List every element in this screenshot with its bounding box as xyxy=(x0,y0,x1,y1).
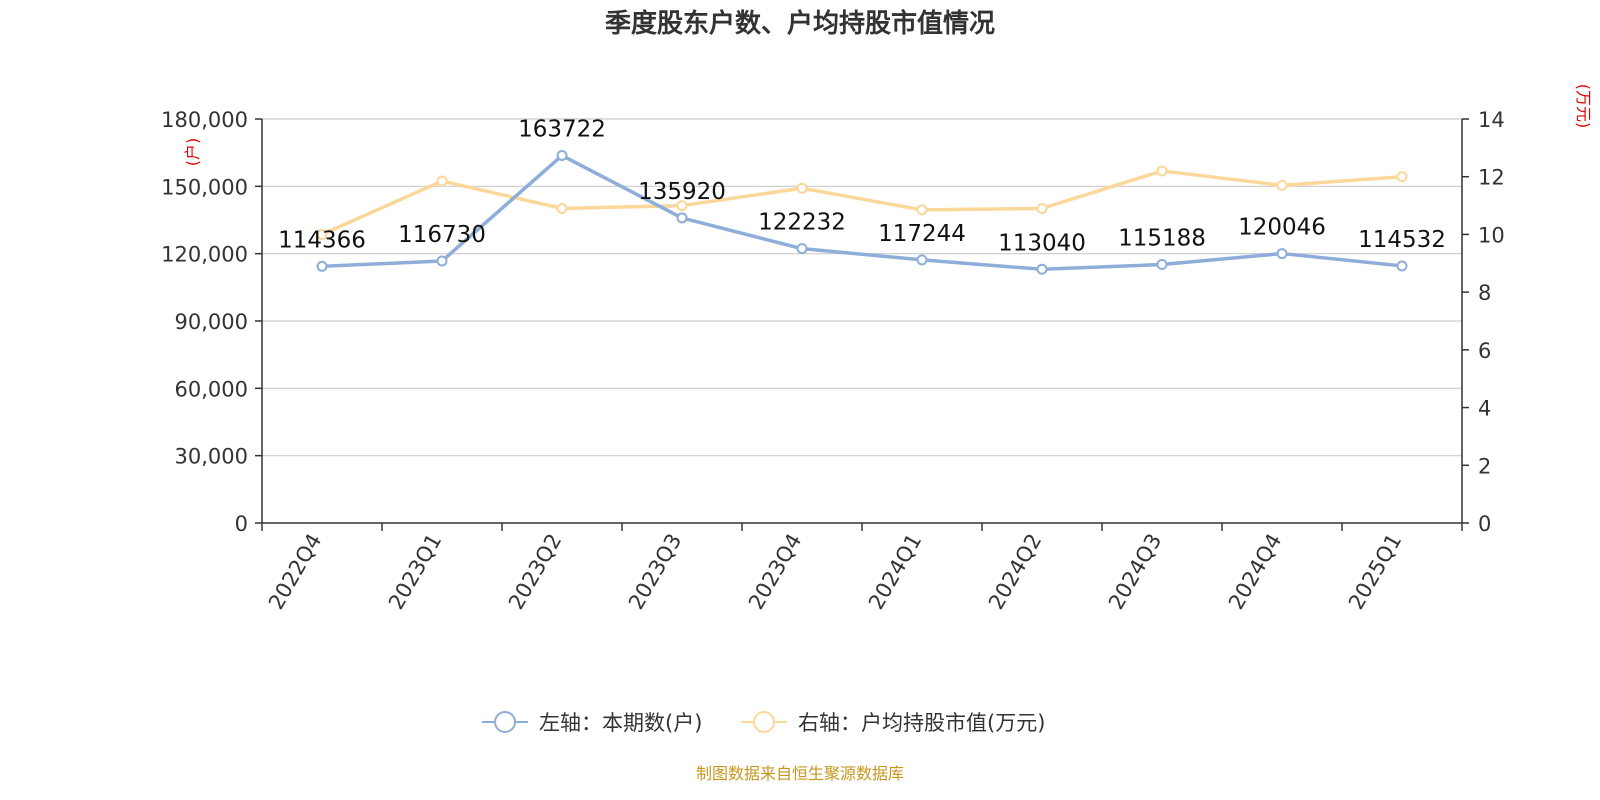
right-axis-tick-label: 10 xyxy=(1478,223,1505,247)
series-point-right xyxy=(1156,165,1168,177)
left-axis-tick-label: 30,000 xyxy=(175,445,248,469)
right-axis-tick-label: 0 xyxy=(1478,512,1491,536)
right-axis-tick-label: 4 xyxy=(1478,397,1491,421)
left-axis-tick-label: 120,000 xyxy=(161,243,248,267)
x-axis-tick-label: 2023Q3 xyxy=(624,530,686,614)
series-point-left xyxy=(1036,263,1048,275)
right-axis-tick-label: 6 xyxy=(1478,339,1491,363)
left-axis-tick-label: 90,000 xyxy=(175,310,248,334)
series-point-left xyxy=(556,150,568,162)
left-axis-tick-label: 0 xyxy=(235,512,248,536)
series-point-left xyxy=(796,243,808,255)
legend-label: 左轴：本期数(户) xyxy=(539,711,702,735)
series-point-left xyxy=(1396,260,1408,272)
series-point-right xyxy=(1396,171,1408,183)
x-axis-tick-label: 2022Q4 xyxy=(264,530,326,614)
series-line-left xyxy=(321,153,1403,272)
grid-layer xyxy=(262,118,1462,457)
series-point-left xyxy=(916,254,928,266)
x-axis-tick-label: 2024Q3 xyxy=(1104,530,1166,614)
right-axis-tick-label: 2 xyxy=(1478,454,1491,478)
data-label: 115188 xyxy=(1118,225,1206,251)
left-axis-unit: (户) xyxy=(183,138,202,167)
series-point-left xyxy=(1156,258,1168,270)
series-point-right xyxy=(796,182,808,194)
right-axis-tick-label: 14 xyxy=(1478,108,1505,132)
x-axis-tick-label: 2024Q2 xyxy=(984,530,1046,614)
series-point-right xyxy=(676,200,688,212)
series-point-right xyxy=(436,175,448,187)
x-axis-tick-label: 2023Q2 xyxy=(504,530,566,614)
legend-swatch-marker xyxy=(753,711,775,733)
series-point-left xyxy=(316,260,328,272)
data-label: 117244 xyxy=(878,221,966,247)
series-point-right xyxy=(1036,202,1048,214)
data-label: 120046 xyxy=(1238,215,1326,241)
data-label: 114532 xyxy=(1358,227,1446,253)
series-point-right xyxy=(556,202,568,214)
series-point-right xyxy=(316,228,328,240)
left-axis-tick-label: 180,000 xyxy=(161,108,248,132)
series-layer xyxy=(316,150,1408,275)
right-axis-tick-label: 12 xyxy=(1478,166,1505,190)
left-axis-tick-label: 150,000 xyxy=(161,175,248,199)
data-label: 114366 xyxy=(278,227,366,253)
data-label-layer: 114366 116730 163722 135920 122232 117244 1130… xyxy=(278,117,1446,257)
source-note: 制图数据来自恒生聚源数据库 xyxy=(696,764,904,783)
x-axis-tick-label: 2025Q1 xyxy=(1344,530,1406,614)
right-axis-tick-label: 8 xyxy=(1478,281,1491,305)
data-label: 116730 xyxy=(398,222,486,248)
series-point-left xyxy=(1276,248,1288,260)
data-label: 122232 xyxy=(758,210,846,236)
series-point-right xyxy=(916,204,928,216)
series-line-right xyxy=(321,169,1403,237)
legend-swatch-marker xyxy=(494,711,516,733)
series-point-left xyxy=(676,212,688,224)
x-axis-tick-label: 2023Q1 xyxy=(384,530,446,614)
right-axis-unit: (万元) xyxy=(1574,84,1593,129)
legend[interactable]: 左轴：本期数(户) 右轴：户均持股市值(万元) xyxy=(482,711,1045,735)
series-point-left xyxy=(436,255,448,267)
x-axis-tick-label: 2024Q1 xyxy=(864,530,926,614)
series-point-right xyxy=(1276,179,1288,191)
x-axis-tick-label: 2024Q4 xyxy=(1224,530,1286,614)
x-axis-tick-label: 2023Q4 xyxy=(744,530,806,614)
data-label: 135920 xyxy=(638,179,726,205)
chart-title: 季度股东户数、户均持股市值情况 xyxy=(605,8,995,39)
left-axis-tick-label: 60,000 xyxy=(175,377,248,401)
data-label: 163722 xyxy=(518,117,606,143)
legend-label: 右轴：户均持股市值(万元) xyxy=(798,711,1045,735)
data-label: 113040 xyxy=(998,230,1086,256)
